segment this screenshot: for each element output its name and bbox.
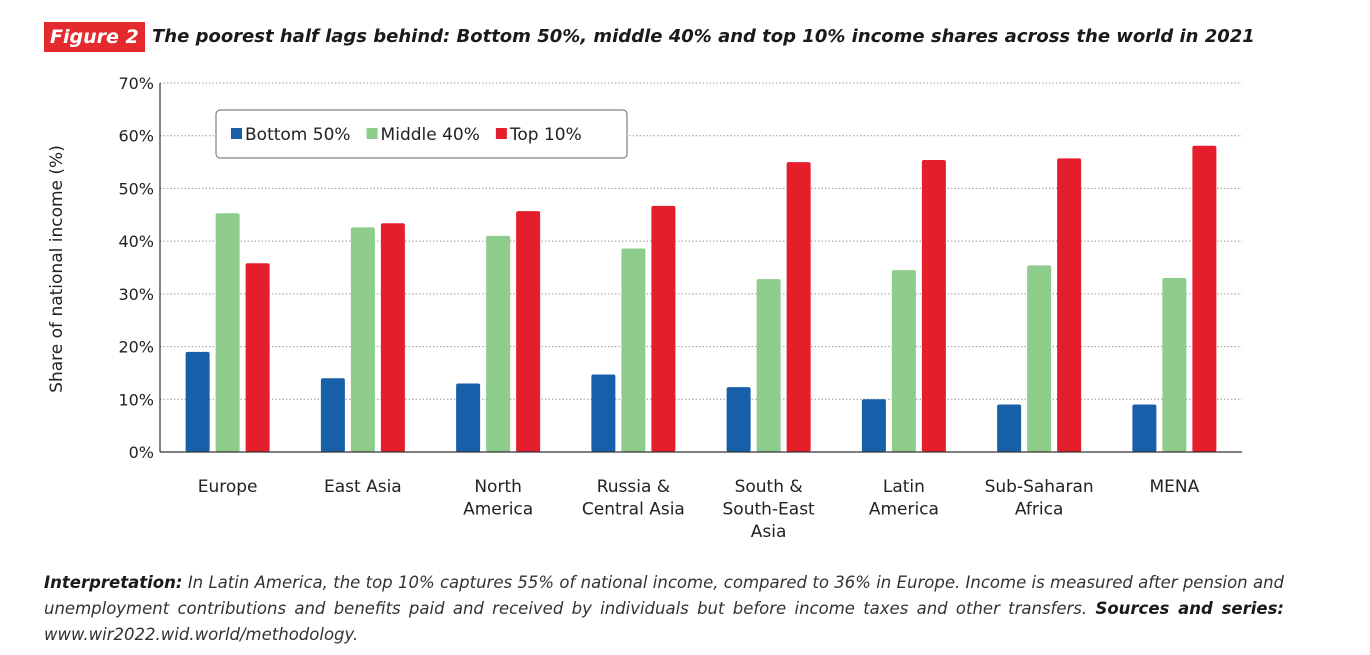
bar-top10: [921, 159, 946, 452]
x-tick-label: Europe: [198, 477, 258, 497]
bar-bottom50: [997, 404, 1022, 452]
bar-middle40: [1162, 278, 1187, 452]
y-tick-label: 30%: [118, 285, 154, 304]
legend-swatch-top10: [495, 128, 507, 139]
x-tick-label: MENA: [1149, 477, 1199, 497]
bar-middle40: [891, 270, 916, 452]
x-tick-label: Latin America: [869, 477, 939, 520]
caption: Interpretation: In Latin America, the to…: [44, 570, 1284, 648]
bars: [185, 145, 1217, 453]
bar-top10: [380, 223, 405, 452]
legend-label-top10: Top 10%: [509, 125, 582, 145]
bar-bottom50: [456, 383, 481, 452]
bar-top10: [1057, 158, 1082, 453]
x-tick-label: South & South-East Asia: [723, 477, 816, 542]
legend-swatch-bottom50: [231, 128, 242, 139]
y-tick-label: 70%: [118, 74, 154, 93]
interpretation-text: In Latin America, the top 10% captures 5…: [44, 573, 1284, 618]
y-tick-label: 50%: [118, 179, 154, 198]
bar-bottom50: [1132, 404, 1157, 452]
bar-middle40: [756, 279, 781, 452]
y-tick-label: 40%: [118, 232, 154, 251]
legend-box: [215, 109, 628, 159]
y-axis-ticks: 0% 10% 20% 30% 40% 50% 60% 70%: [118, 74, 154, 462]
bar-top10: [786, 162, 811, 453]
bar-bottom50: [726, 387, 751, 452]
x-tick-label: East Asia: [324, 477, 402, 497]
axes: [159, 83, 1242, 453]
legend: Bottom 50% Middle 40% Top 10%: [215, 109, 628, 159]
x-tick-label: North America: [463, 477, 533, 520]
interpretation-label: Interpretation:: [44, 573, 183, 592]
bar-middle40: [621, 248, 646, 452]
bar-middle40: [350, 227, 375, 452]
bar-chart: 0% 10% 20% 30% 40% 50% 60% 70% Share of nationa…: [47, 74, 1242, 542]
figure-tag: Figure 2: [44, 22, 145, 52]
y-tick-label: 20%: [118, 338, 154, 357]
bar-bottom50: [591, 374, 616, 452]
figure-title: The poorest half lags behind: Bottom 50%…: [152, 26, 1255, 47]
legend-label-middle40: Middle 40%: [381, 125, 480, 145]
x-tick-label: Sub-Saharan Africa: [985, 477, 1094, 520]
y-axis-label: Share of national income (%): [47, 145, 67, 393]
sources-text: www.wir2022.wid.world/methodology.: [44, 625, 359, 644]
x-axis-ticks: Europe East Asia North America Russia & Centr…: [198, 477, 1200, 542]
bar-top10: [1192, 145, 1217, 453]
y-tick-label: 0%: [129, 443, 154, 462]
bar-bottom50: [861, 399, 886, 452]
bar-top10: [245, 263, 270, 452]
x-tick-label: Russia & Central Asia: [582, 477, 685, 520]
legend-swatch-middle40: [366, 128, 378, 139]
bar-middle40: [1027, 265, 1052, 452]
y-tick-label: 10%: [118, 390, 154, 409]
bar-top10: [651, 205, 676, 452]
bar-middle40: [486, 235, 511, 452]
bar-top10: [516, 211, 541, 452]
y-tick-label: 60%: [118, 127, 154, 146]
bar-bottom50: [185, 351, 210, 452]
bar-bottom50: [320, 378, 345, 452]
sources-label: Sources and series:: [1095, 599, 1285, 618]
bar-middle40: [215, 213, 240, 452]
legend-label-bottom50: Bottom 50%: [245, 125, 351, 145]
